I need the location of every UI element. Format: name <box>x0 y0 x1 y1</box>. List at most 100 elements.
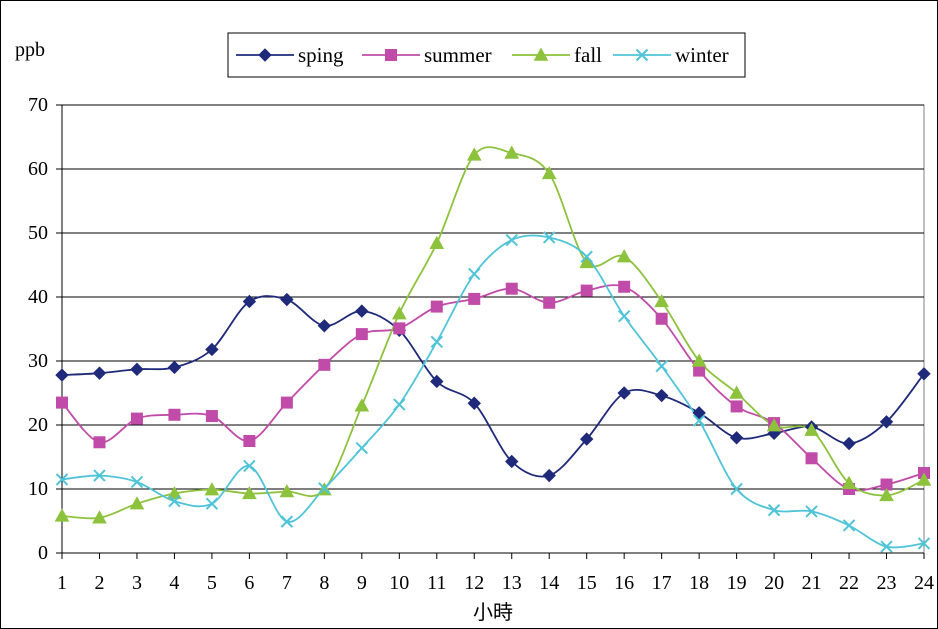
legend-label-winter: winter <box>675 43 729 67</box>
data-point-summer <box>468 292 481 305</box>
data-point-winter <box>730 482 743 496</box>
x-tick-label: 14 <box>539 572 559 594</box>
data-point-fall <box>204 482 220 496</box>
data-point-sping <box>55 368 69 382</box>
data-point-sping <box>317 319 332 333</box>
y-tick-label: 0 <box>38 542 48 564</box>
legend-marker-winter <box>635 48 649 62</box>
data-point-sping <box>879 415 894 429</box>
data-point-fall <box>616 249 632 263</box>
y-tick-label: 70 <box>28 94 48 116</box>
data-point-summer <box>430 300 443 313</box>
data-point-sping <box>542 468 556 483</box>
x-tick-label: 5 <box>207 572 217 594</box>
data-point-summer <box>130 412 143 425</box>
data-point-sping <box>167 360 182 375</box>
data-point-summer <box>243 435 256 447</box>
data-point-summer <box>805 452 818 465</box>
data-point-sping <box>430 374 444 389</box>
data-point-sping <box>692 406 706 420</box>
data-point-sping <box>505 454 519 469</box>
data-point-fall <box>129 496 145 510</box>
data-point-sping <box>280 292 294 307</box>
x-marker-stroke <box>393 398 406 411</box>
x-marker-stroke <box>130 475 144 489</box>
data-point-fall <box>579 254 595 269</box>
x-marker-stroke <box>93 469 106 482</box>
data-point-summer <box>56 396 68 409</box>
x-tick-label: 6 <box>244 572 254 594</box>
data-point-winter <box>130 475 144 489</box>
data-point-sping <box>130 362 144 377</box>
data-point-fall <box>354 398 370 412</box>
data-point-winter <box>205 497 219 510</box>
x-tick-label: 10 <box>389 572 409 594</box>
x-tick-label: 13 <box>502 572 522 594</box>
x-tick-label: 16 <box>614 572 634 594</box>
gridlines <box>56 104 925 559</box>
x-marker-stroke <box>805 505 818 518</box>
x-marker-stroke <box>280 515 294 528</box>
series-markers <box>54 145 932 553</box>
data-point-winter <box>393 398 406 411</box>
x-marker-stroke <box>505 233 518 247</box>
data-point-sping <box>355 304 369 318</box>
x-tick-label: 18 <box>689 572 709 594</box>
data-point-winter <box>543 231 556 244</box>
data-point-summer <box>393 322 406 335</box>
data-point-sping <box>654 388 669 403</box>
data-point-winter <box>243 459 256 473</box>
data-point-summer <box>205 410 218 423</box>
x-tick-label: 9 <box>357 572 367 594</box>
data-point-fall <box>916 472 932 486</box>
data-point-summer <box>655 312 668 325</box>
y-tick-label: 20 <box>28 414 48 436</box>
data-point-fall <box>766 418 782 432</box>
data-point-fall <box>879 487 894 502</box>
plot-area <box>61 104 925 554</box>
x-marker-stroke <box>617 309 631 323</box>
x-tick-label: 19 <box>727 572 747 594</box>
x-tick-label: 3 <box>132 572 142 594</box>
x-marker-stroke <box>917 537 931 550</box>
legend: sping summer fall winter <box>227 32 746 78</box>
data-point-summer <box>505 282 518 295</box>
x-marker-stroke <box>767 503 781 517</box>
x-marker-stroke <box>468 267 481 281</box>
data-point-summer <box>693 364 706 377</box>
legend-label-fall: fall <box>574 43 602 67</box>
data-point-summer <box>93 436 106 449</box>
x-marker-stroke <box>655 359 668 373</box>
y-tick-label: 50 <box>28 222 48 244</box>
x-tick-label: 21 <box>802 572 822 594</box>
data-point-fall <box>242 485 257 500</box>
data-point-fall <box>429 235 445 249</box>
data-point-winter <box>767 503 781 517</box>
data-point-fall <box>504 145 520 159</box>
data-point-winter <box>280 515 294 528</box>
x-tick-label: 17 <box>652 572 672 594</box>
x-marker-stroke <box>842 519 856 532</box>
x-tick-label: 23 <box>877 572 897 594</box>
data-point-summer <box>280 396 293 409</box>
data-point-summer <box>355 328 368 341</box>
x-marker-stroke <box>355 441 369 455</box>
data-point-sping <box>467 396 481 410</box>
y-tick-label: 40 <box>28 286 48 308</box>
legend-label-sping: sping <box>298 43 344 67</box>
x-marker-stroke <box>580 250 593 263</box>
x-tick-label: 8 <box>319 572 329 594</box>
data-point-fall <box>541 165 557 180</box>
data-point-fall <box>691 353 707 367</box>
x-marker-stroke <box>55 473 69 486</box>
data-point-winter <box>880 540 893 553</box>
x-tick-label: 2 <box>94 572 104 594</box>
x-tick-label: 15 <box>577 572 597 594</box>
data-point-winter <box>580 250 593 263</box>
data-point-summer <box>318 358 331 371</box>
data-point-sping <box>617 386 631 400</box>
data-point-winter <box>55 473 69 486</box>
x-marker-stroke <box>880 540 893 553</box>
legend-marker-sping <box>258 48 272 62</box>
data-point-winter <box>430 335 443 349</box>
